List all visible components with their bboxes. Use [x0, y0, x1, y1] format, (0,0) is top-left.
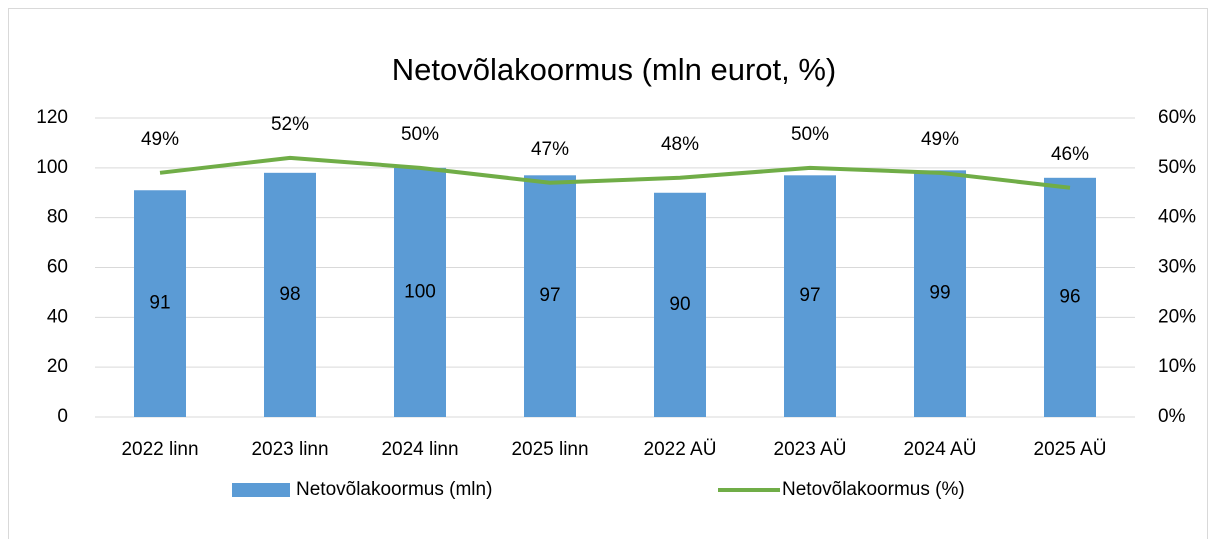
- line-label: 47%: [531, 139, 569, 160]
- legend-swatch: [232, 483, 290, 497]
- y-tick-label: 20: [47, 356, 68, 377]
- legend-label: Netovõlakoormus (%): [782, 479, 965, 500]
- chart-title: Netovõlakoormus (mln eurot, %): [392, 52, 837, 87]
- y-tick-label: 80: [47, 207, 68, 228]
- line-label: 50%: [401, 124, 439, 145]
- bar: [394, 167, 446, 417]
- y2-tick-label: 50%: [1158, 157, 1196, 178]
- bar-label: 96: [1059, 286, 1080, 307]
- x-tick-label: 2024 AÜ: [904, 439, 977, 460]
- x-tick-label: 2025 linn: [511, 439, 588, 460]
- bar: [1044, 177, 1096, 417]
- x-tick-label: 2023 AÜ: [774, 439, 847, 460]
- bar-label: 100: [404, 281, 436, 302]
- bar-label: 97: [539, 285, 560, 306]
- x-tick-label: 2022 linn: [121, 439, 198, 460]
- bar: [914, 170, 966, 417]
- y-tick-label: 120: [36, 107, 68, 128]
- x-tick-label: 2023 linn: [251, 439, 328, 460]
- line: [159, 155, 1071, 190]
- bar-label: 98: [279, 284, 300, 305]
- line-label: 49%: [921, 129, 959, 150]
- bar-label: 97: [799, 285, 820, 306]
- bar: [524, 175, 576, 417]
- line-label: 50%: [791, 124, 829, 145]
- bar: [654, 192, 706, 417]
- y2-tick-label: 40%: [1158, 207, 1196, 228]
- bar: [264, 172, 316, 417]
- y2-tick-label: 0%: [1158, 406, 1186, 427]
- line-label: 46%: [1051, 144, 1089, 165]
- line-label: 52%: [271, 114, 309, 135]
- y2-tick-label: 20%: [1158, 306, 1196, 327]
- bar: [134, 190, 186, 417]
- bar-label: 91: [149, 293, 170, 314]
- legend-label: Netovõlakoormus (mln): [296, 479, 492, 500]
- y2-tick-label: 10%: [1158, 356, 1196, 377]
- x-tick-label: 2024 linn: [381, 439, 458, 460]
- y-tick-label: 60: [47, 257, 68, 278]
- line-label: 49%: [141, 129, 179, 150]
- y2-tick-label: 60%: [1158, 107, 1196, 128]
- y-tick-label: 100: [36, 157, 68, 178]
- bar-label: 90: [669, 294, 690, 315]
- bar-label: 99: [929, 283, 950, 304]
- y2-tick-label: 30%: [1158, 257, 1196, 278]
- line-label: 48%: [661, 134, 699, 155]
- y-tick-label: 0: [57, 406, 68, 427]
- y-tick-label: 40: [47, 306, 68, 327]
- x-tick-label: 2025 AÜ: [1034, 439, 1107, 460]
- chart-border: [8, 8, 1208, 539]
- x-tick-label: 2022 AÜ: [644, 439, 717, 460]
- bar: [784, 175, 836, 417]
